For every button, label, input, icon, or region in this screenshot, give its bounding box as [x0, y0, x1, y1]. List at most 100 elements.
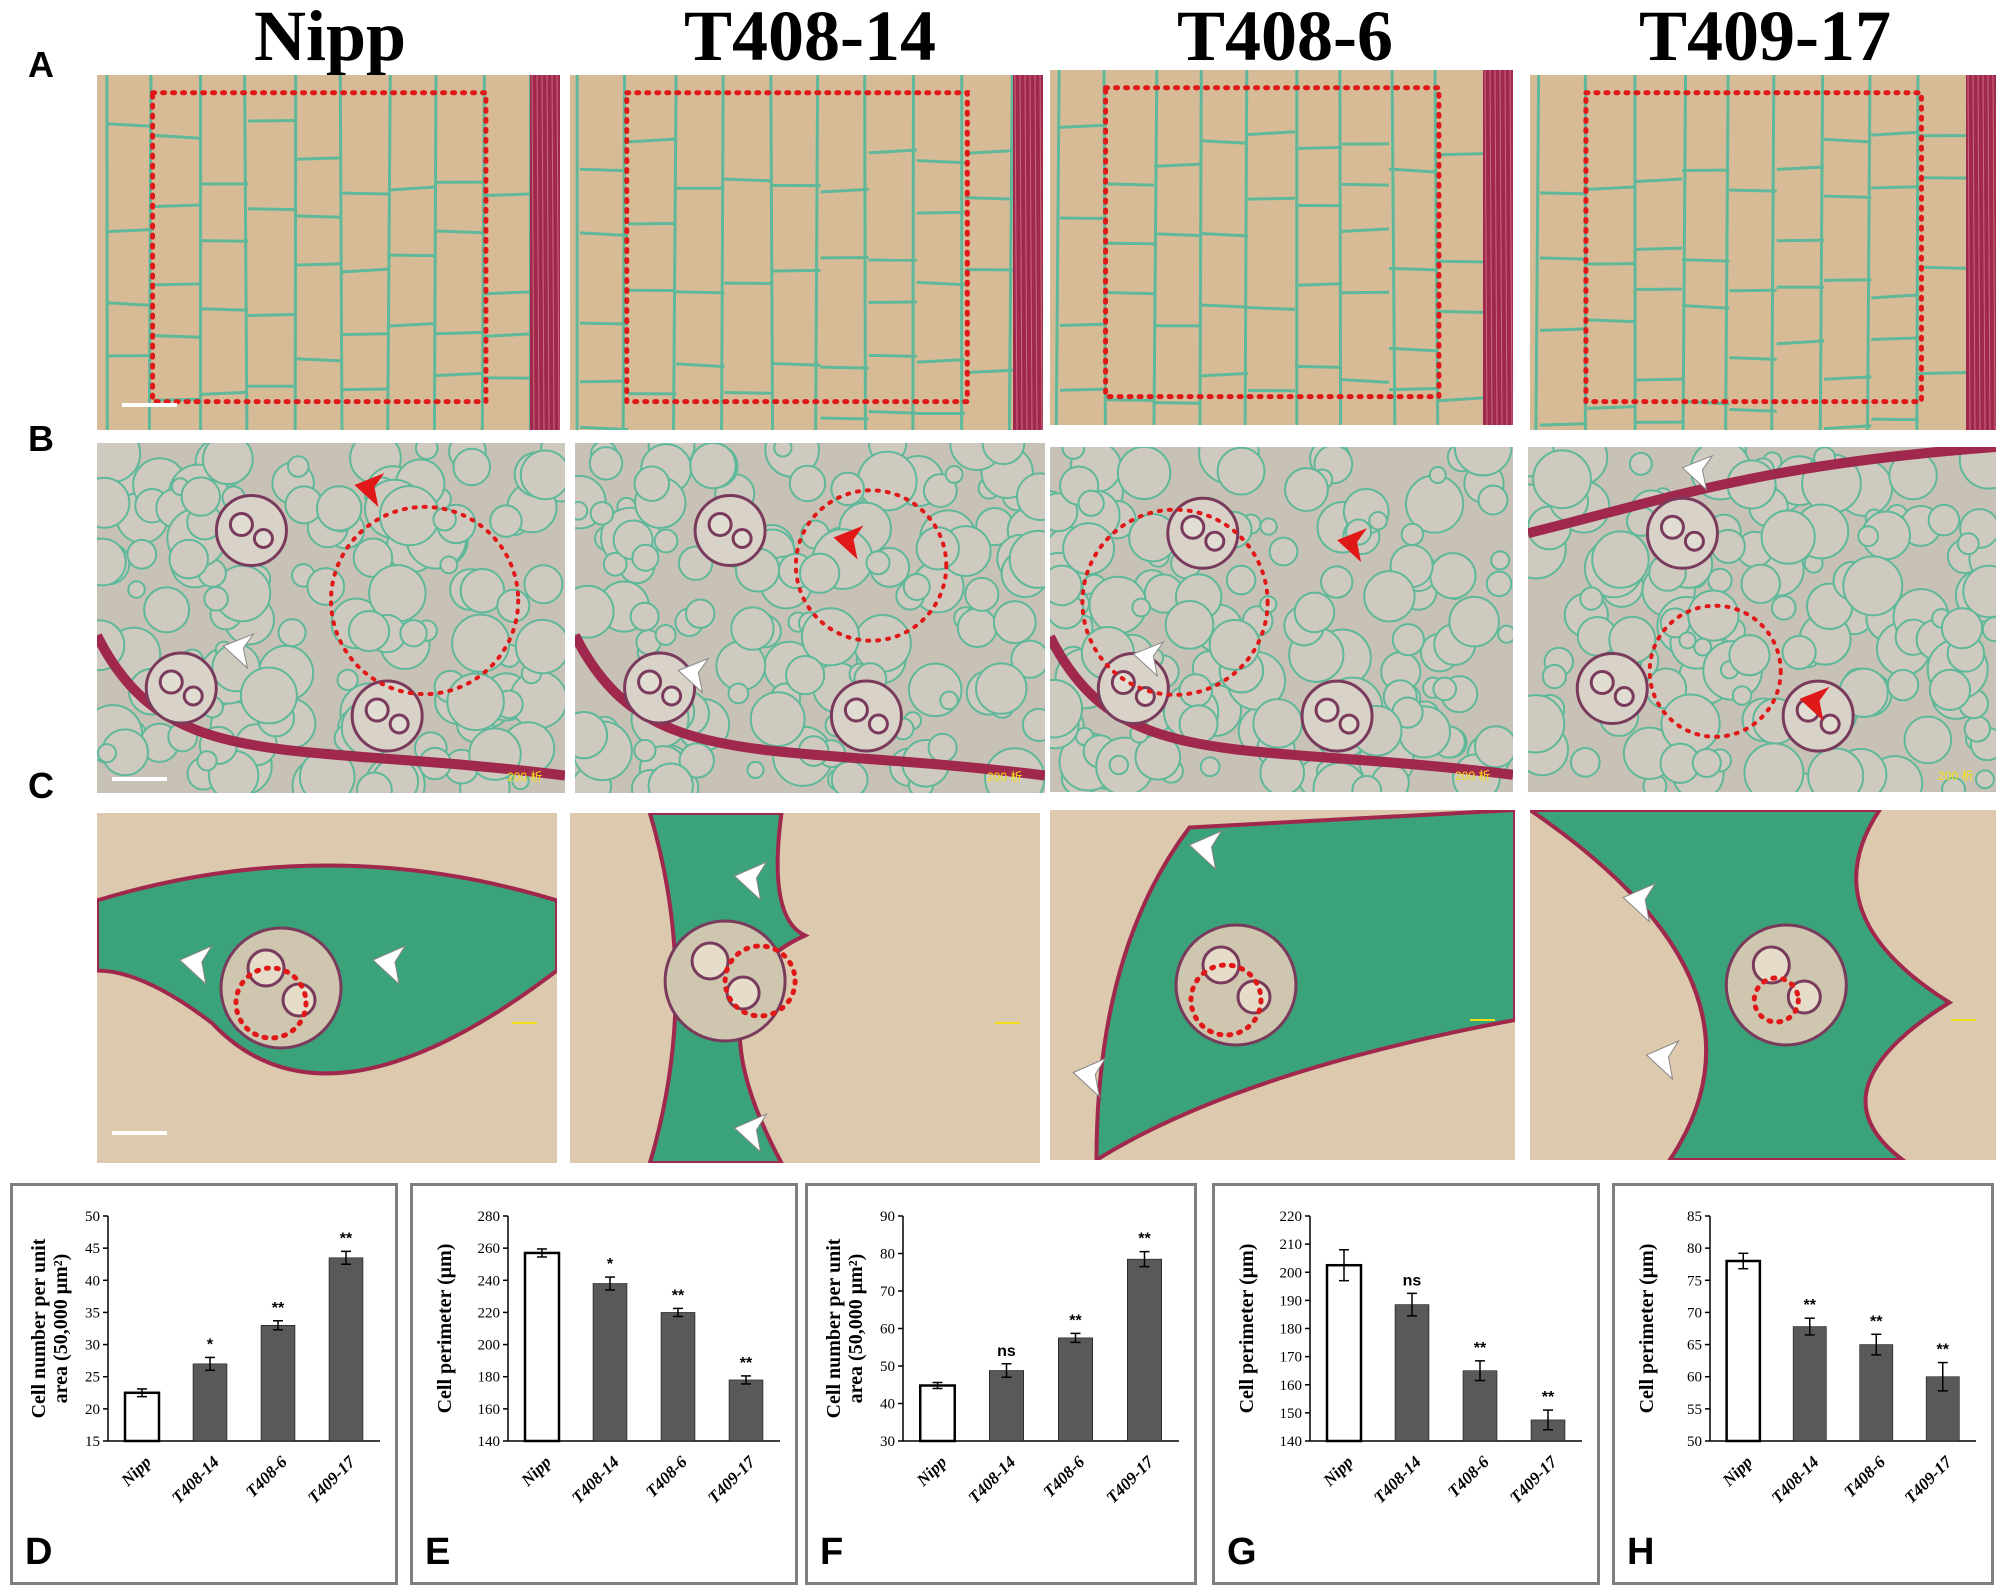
parenchyma-cell [1962, 564, 1996, 619]
cell-wall [1388, 346, 1437, 353]
cell-wall [1634, 377, 1683, 382]
chart-panel-f: Cell number per unitarea (50,000 μm²) 30 4… [805, 1183, 1197, 1585]
micrograph-b-t408-6: 200 析 [1050, 447, 1513, 792]
parenchyma-cell [1050, 564, 1083, 607]
cell-wall [1915, 75, 1920, 430]
cell-wall [1341, 227, 1390, 233]
selection-circle [722, 943, 798, 1019]
significance-label: ** [340, 1230, 353, 1247]
y-tick-label: 30 [85, 1338, 100, 1354]
selection-circle [233, 965, 309, 1041]
tissue-background [1530, 75, 1996, 430]
micrograph-image [97, 813, 557, 1163]
cell-wall [482, 332, 531, 338]
row-label-b: B [28, 418, 54, 459]
lignified-stripe [536, 75, 540, 430]
parenchyma-cell [633, 738, 657, 763]
parenchyma-cell [1728, 634, 1771, 677]
category-label: T409-17 [304, 1451, 360, 1507]
vascular-bundle [623, 651, 697, 725]
significance-label: ns [997, 1343, 1016, 1360]
parenchyma-cell [1956, 532, 1980, 556]
vessel [1236, 979, 1272, 1015]
vascular-bundle [1096, 652, 1170, 725]
chart-e-svg: Cell perimeter (μm) 140 160 180 200 220 240 260… [425, 1209, 780, 1573]
y-tick-label: 50 [85, 1209, 100, 1225]
cell-wall [916, 358, 965, 364]
parenchyma-cell [1077, 489, 1105, 517]
selection-rectangle [1583, 90, 1924, 405]
cell-wall [1871, 417, 1919, 422]
cell-wall [814, 75, 820, 430]
column-title-t408-14: T408-14 [684, 0, 936, 76]
cell-wall [676, 362, 725, 369]
parenchyma-cell [519, 449, 565, 501]
cell-wall [621, 75, 627, 430]
cell-wall [772, 362, 821, 367]
lignified-stripe [1014, 75, 1018, 430]
cell-wall [1435, 259, 1484, 264]
y-tick-label: 220 [1280, 1209, 1303, 1225]
cell-wall [1770, 75, 1776, 430]
lignified-stripe [1992, 75, 1996, 430]
significance-label: ns [1403, 1272, 1422, 1289]
y-tick-label: 65 [1687, 1338, 1702, 1354]
scale-label: 200 析 [507, 770, 542, 784]
parenchyma-cell [439, 555, 459, 575]
cell-wall [868, 300, 917, 305]
parenchyma-cell [1351, 774, 1382, 792]
lignified-stripe [556, 75, 560, 430]
parenchyma-cell [1400, 522, 1425, 547]
cell-wall [1153, 162, 1202, 168]
cell-wall [1198, 70, 1203, 425]
cell-wall [1435, 309, 1484, 314]
y-tick-label: 170 [1280, 1350, 1303, 1366]
cell-wall [916, 159, 965, 165]
lignified-edge [530, 75, 560, 430]
cell-wall [1823, 424, 1872, 430]
parenchyma-cell [1010, 639, 1045, 679]
y-axis-label: Cell perimeter (μm) [1236, 1244, 1258, 1414]
chart-panel-e: Cell perimeter (μm) 140 160 180 200 220 240 260… [410, 1183, 798, 1585]
parenchyma-cell [1216, 447, 1266, 496]
vascular-bundle [1300, 679, 1374, 753]
cell-wall [769, 75, 775, 430]
cell-wall [1823, 375, 1872, 381]
cell-wall [868, 148, 917, 155]
parenchyma-cell [1320, 565, 1354, 599]
y-tick-label: 90 [880, 1209, 895, 1225]
parenchyma-cell [315, 485, 363, 532]
vascular-bundle [1174, 923, 1298, 1047]
micrograph-a-nipp [97, 75, 560, 430]
parenchyma-cell [588, 446, 624, 481]
cell-wall [482, 290, 531, 296]
cell-wall [1338, 70, 1343, 425]
white-arrowhead [733, 860, 768, 902]
tissue-background [570, 75, 1043, 430]
parenchyma-cell [1691, 747, 1722, 778]
lignified-stripe [1499, 70, 1503, 425]
cell-wall [1587, 185, 1635, 191]
parenchyma-cell [1432, 676, 1458, 702]
category-label: T408-6 [242, 1452, 291, 1501]
significance-label: ** [272, 1300, 285, 1317]
bar-t408-14 [592, 1283, 628, 1442]
cell-wall [1388, 387, 1437, 392]
cell-wall [820, 365, 869, 370]
cell-wall [579, 379, 629, 384]
y-tick-label: 60 [1687, 1370, 1702, 1386]
lignified-stripe [541, 75, 545, 430]
parenchyma-cell [277, 618, 307, 648]
parenchyma-cell [459, 568, 506, 614]
lignified-edge [1483, 70, 1513, 425]
vessel [1751, 945, 1791, 985]
selection-circle [1080, 507, 1270, 697]
y-tick-label: 220 [478, 1305, 501, 1321]
parenchyma-cell [654, 623, 677, 646]
lignified-epidermis [1050, 634, 1513, 780]
y-tick-label: 180 [478, 1370, 501, 1386]
red-arrowhead [1799, 686, 1830, 721]
category-label: T408-6 [1444, 1452, 1493, 1501]
vascular-bundle [144, 651, 218, 725]
category-label: Nipp [1718, 1452, 1756, 1490]
